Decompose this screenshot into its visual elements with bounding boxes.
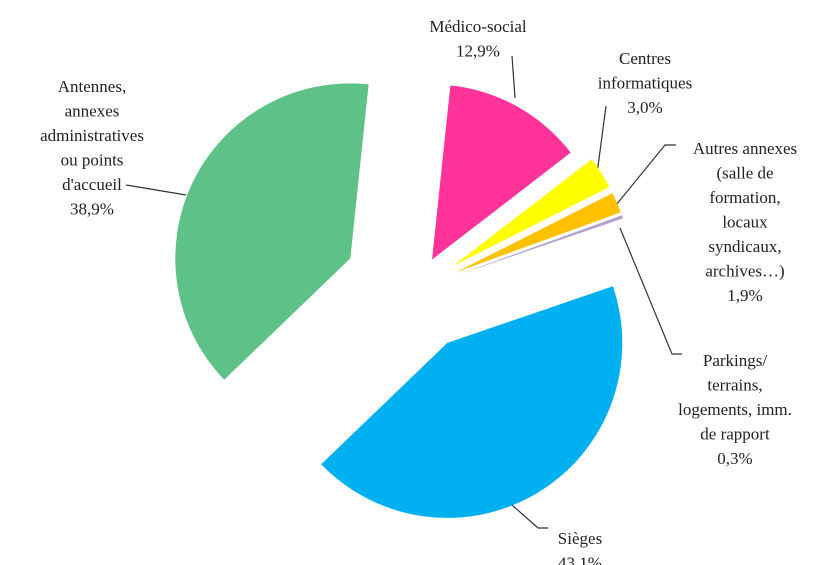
value-label: 38,9%: [70, 200, 114, 219]
slice-label: Sièges: [558, 529, 602, 548]
label-line: locaux: [722, 213, 768, 232]
label-line: (salle de: [716, 164, 773, 183]
slice-label: Centres informatiques: [598, 49, 692, 93]
label-line: terrains,: [707, 376, 762, 395]
label-line: ou points: [61, 151, 124, 170]
pie-slice: [457, 215, 623, 276]
leader-line: [596, 105, 607, 175]
slice-label: Autres annexes (salle de formation, locaux s…: [693, 139, 797, 281]
label-line: de rapport: [700, 425, 770, 444]
label-line: Centres: [619, 49, 671, 68]
leader-line: [619, 227, 682, 355]
label-line: administratives: [40, 126, 144, 145]
leader-line: [611, 144, 676, 211]
leader-line: [511, 55, 516, 99]
label-line: Parkings/: [703, 351, 768, 370]
slice-label: Antennes, annexes administratives ou points…: [40, 77, 144, 194]
label-line: archives…): [705, 262, 784, 281]
leader-line: [511, 504, 548, 529]
value-label: 0,3%: [717, 449, 752, 468]
label-line: informatiques: [598, 74, 692, 93]
value-label: 43,1%: [558, 554, 602, 565]
pie-slice: [175, 83, 369, 380]
label-line: syndicaux,: [708, 237, 781, 256]
label-line: Médico-social: [429, 17, 527, 36]
pie-slice: [432, 85, 571, 260]
value-label: 3,0%: [627, 98, 662, 117]
label-line: logements, imm.: [678, 400, 792, 419]
label-line: Antennes,: [58, 77, 126, 96]
slice-label: Parkings/terrains, logements, imm. de rapp…: [678, 351, 792, 444]
leader-line: [125, 184, 187, 196]
pie-slice: [456, 193, 621, 273]
slice-label: Médico-social: [429, 17, 527, 36]
label-line: Autres annexes: [693, 139, 797, 158]
label-line: formation,: [709, 188, 780, 207]
value-label: 12,9%: [456, 42, 500, 61]
label-line: annexes: [65, 102, 120, 121]
label-line: d'accueil: [62, 175, 122, 194]
label-line: Sièges: [558, 529, 602, 548]
value-label: 1,9%: [727, 286, 762, 305]
pie-slice: [453, 159, 610, 267]
pie-slice: [321, 286, 623, 518]
